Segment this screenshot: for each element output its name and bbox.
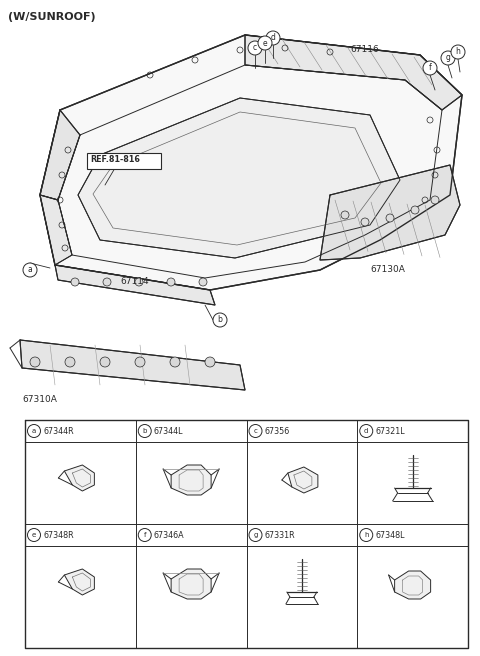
Text: f: f [144,532,146,538]
Circle shape [167,278,175,286]
Circle shape [103,278,111,286]
Text: g: g [445,54,450,62]
Text: 67356: 67356 [264,426,290,436]
Polygon shape [171,569,211,599]
Circle shape [266,31,280,45]
Circle shape [138,424,151,438]
Circle shape [386,214,394,222]
Circle shape [71,278,79,286]
Text: b: b [217,316,222,325]
Text: c: c [253,428,257,434]
Polygon shape [40,195,72,265]
Text: a: a [32,428,36,434]
Circle shape [423,61,437,75]
Circle shape [249,529,262,541]
Polygon shape [395,571,431,599]
FancyBboxPatch shape [87,153,161,169]
Circle shape [411,206,419,214]
Text: h: h [456,47,460,56]
Circle shape [431,196,439,204]
Polygon shape [40,110,80,200]
Polygon shape [20,340,245,390]
Circle shape [27,529,40,541]
Text: f: f [429,64,432,73]
Circle shape [30,357,40,367]
Text: d: d [364,428,369,434]
Text: 67348R: 67348R [43,531,73,539]
Polygon shape [320,165,460,260]
Text: 67130A: 67130A [370,266,405,274]
Circle shape [258,36,272,50]
Circle shape [249,424,262,438]
Circle shape [205,357,215,367]
Circle shape [248,41,262,55]
Circle shape [138,529,151,541]
Circle shape [23,263,37,277]
Circle shape [170,357,180,367]
Circle shape [361,218,369,226]
Text: 67344R: 67344R [43,426,73,436]
Polygon shape [40,35,462,290]
Text: d: d [271,33,276,43]
Circle shape [27,424,40,438]
Circle shape [341,211,349,219]
Text: (W/SUNROOF): (W/SUNROOF) [8,12,96,22]
Circle shape [360,529,373,541]
Circle shape [65,357,75,367]
Text: REF.81-816: REF.81-816 [90,155,140,165]
Circle shape [441,51,455,65]
Circle shape [135,278,143,286]
Circle shape [451,45,465,59]
Text: c: c [253,43,257,52]
Text: e: e [32,532,36,538]
Text: e: e [263,39,267,47]
Text: h: h [364,532,369,538]
Text: b: b [143,428,147,434]
Polygon shape [78,98,400,258]
Circle shape [199,278,207,286]
Polygon shape [171,465,211,495]
Polygon shape [64,465,95,491]
Polygon shape [64,569,95,595]
Text: 67321L: 67321L [375,426,405,436]
Polygon shape [55,265,215,305]
Circle shape [360,424,373,438]
Text: 67344L: 67344L [154,426,183,436]
Circle shape [213,313,227,327]
Text: 67114: 67114 [120,277,149,287]
Circle shape [100,357,110,367]
Text: g: g [253,532,258,538]
Text: 67348L: 67348L [375,531,405,539]
Text: 67331R: 67331R [264,531,295,539]
Circle shape [135,357,145,367]
Polygon shape [245,35,462,110]
Text: 67346A: 67346A [154,531,184,539]
Text: 67116: 67116 [350,45,379,54]
Text: a: a [28,266,32,274]
Polygon shape [288,467,318,493]
Text: 67310A: 67310A [22,396,57,405]
